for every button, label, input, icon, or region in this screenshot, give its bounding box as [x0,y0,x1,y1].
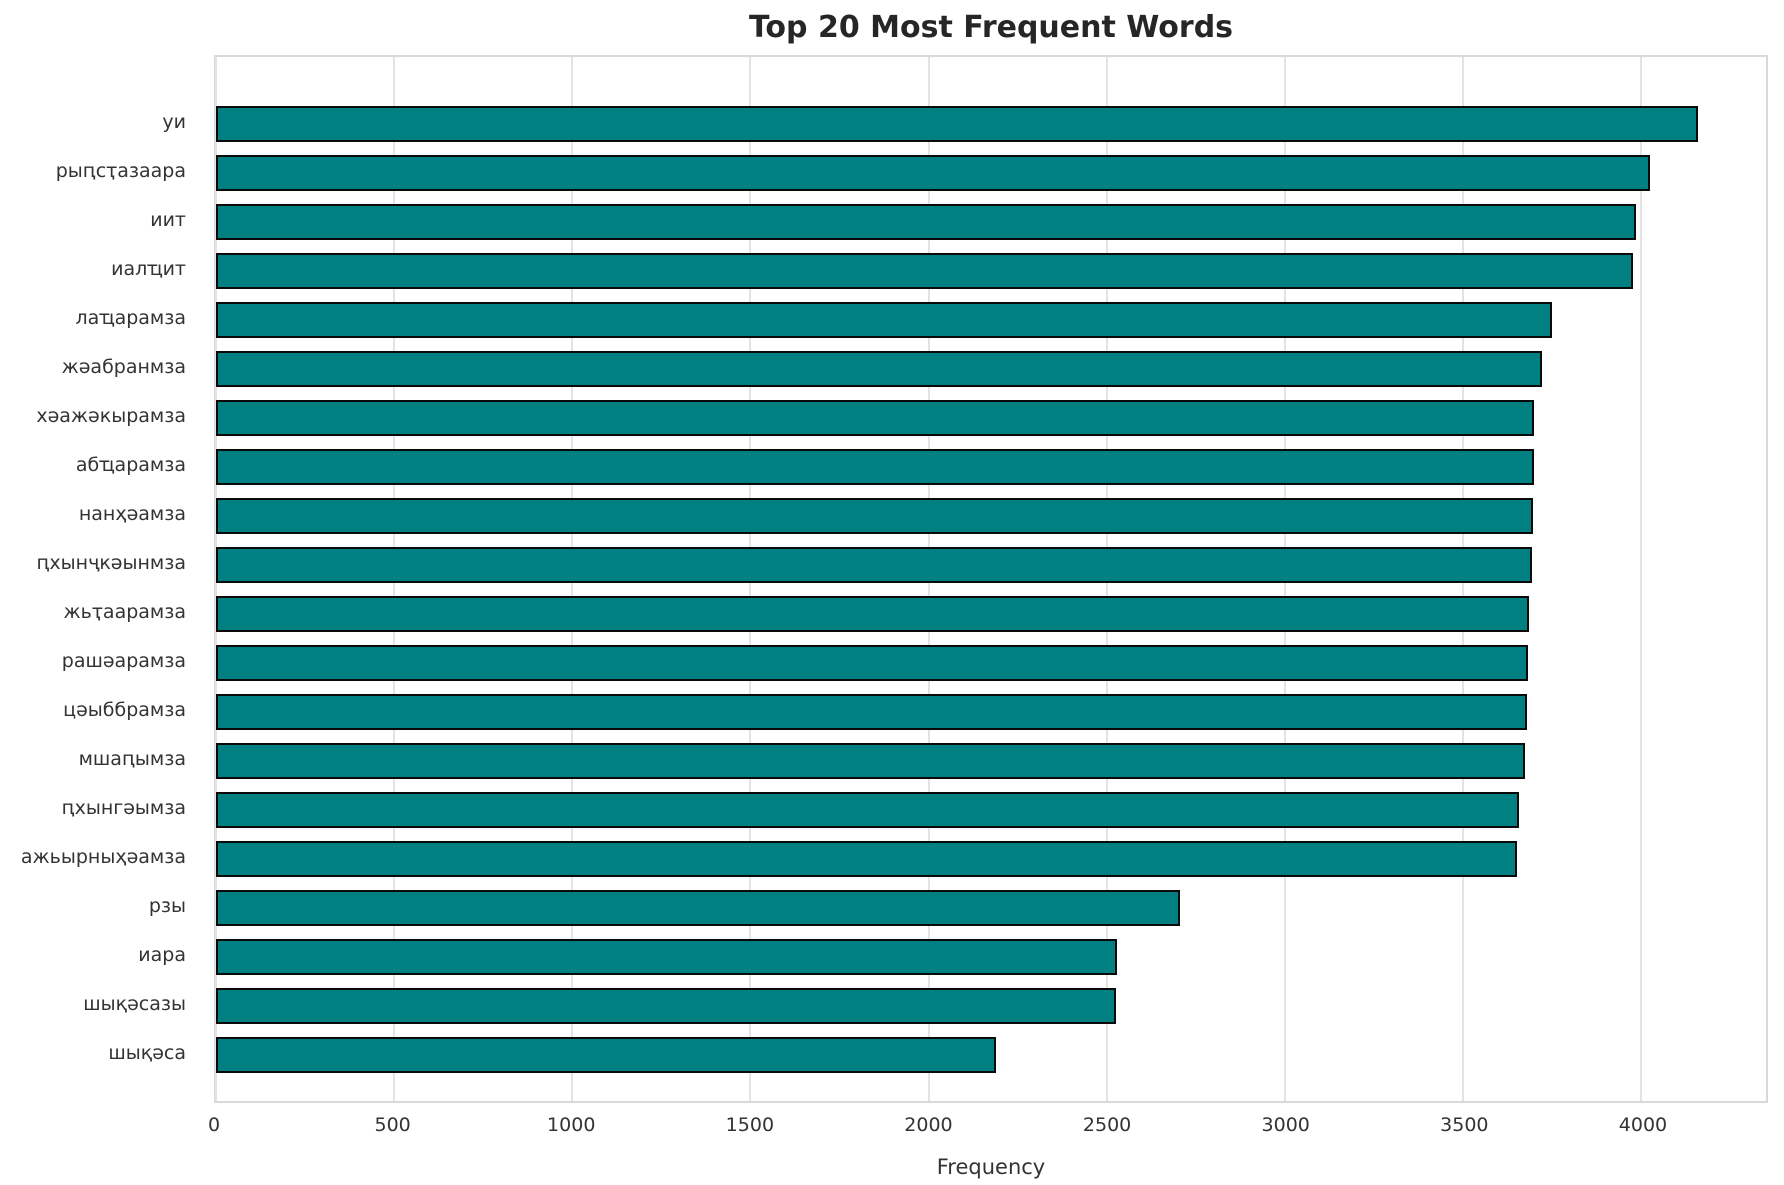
chart-title: Top 20 Most Frequent Words [748,10,1234,45]
bar [216,301,1553,338]
bar-row [216,785,1766,834]
bar [216,791,1520,828]
bar-row [216,981,1766,1030]
y-tick-label: ажьырныҳәамза [20,845,186,868]
x-tick-label: 1500 [725,1114,775,1136]
bar [216,595,1530,632]
bar-row [216,442,1766,491]
bar [216,252,1634,289]
bar [216,497,1533,534]
y-tick-label: ԥхынҷкәынмза [36,551,186,574]
bar [216,987,1117,1024]
x-tick-label: 1000 [547,1114,596,1136]
bar-row [216,540,1766,589]
bar-row [216,638,1766,687]
x-tick-label: 3000 [1261,1114,1310,1136]
bar [216,644,1529,681]
bar-row [216,246,1766,295]
bar-row [216,687,1766,736]
y-axis-labels: уи рыԥсҭазаара иит иалҵит лаҵарамза жәабранмз… [0,97,200,1077]
bar [216,938,1118,975]
x-tick-label: 2500 [1082,1114,1132,1136]
bar [216,840,1518,877]
bar-row [216,736,1766,785]
bar [216,693,1528,730]
y-tick-label: нанҳәамза [78,502,186,525]
y-tick-label: рыԥсҭазаара [55,159,186,182]
x-axis-ticks: 0 500 1000 1500 2000 2500 3000 3500 4000 [208,1114,1768,1144]
bar-row [216,491,1766,540]
y-tick-label: ԥхынгәымза [61,796,186,819]
x-tick-label: 2000 [904,1114,953,1136]
y-tick-label: цәыббрамза [63,698,186,721]
bar-row [216,932,1766,981]
x-axis-title: Frequency [936,1155,1046,1179]
bars-layer [216,99,1766,1079]
bar-row [216,148,1766,197]
bar [216,350,1543,387]
y-tick-label: рашәарамза [61,649,186,672]
gridline [1640,57,1643,1101]
bar-row [216,834,1766,883]
bar [216,889,1180,926]
bar-row [216,197,1766,246]
bar [216,1036,997,1073]
y-tick-label: жьҭаарамза [63,600,186,623]
y-tick-label: мшаԥымза [78,747,186,770]
bar [216,154,1651,191]
y-tick-label: рзы [148,894,186,917]
y-tick-label: хәажәкырамза [36,404,186,427]
plot-area [214,55,1768,1103]
y-tick-label: жәабранмза [61,355,186,378]
x-tick-label: 0 [207,1114,221,1136]
bar [216,203,1636,240]
y-tick-label: иалҵит [111,257,186,280]
bar-row [216,344,1766,393]
y-tick-label: шықәсазы [83,992,186,1015]
bar [216,742,1526,779]
bar [216,105,1699,142]
bar-row [216,99,1766,148]
y-tick-label: иара [138,943,186,966]
y-tick-label: лаҵарамза [75,306,186,329]
x-tick-label: 500 [374,1114,411,1136]
bar [216,546,1532,583]
bar [216,448,1534,485]
bar-row [216,295,1766,344]
bar-row [216,1030,1766,1079]
bar-row [216,393,1766,442]
y-tick-label: абҵарамза [75,453,186,476]
bar [216,399,1535,436]
x-tick-label: 4000 [1618,1114,1668,1136]
bar-row [216,883,1766,932]
bar-row [216,589,1766,638]
y-tick-label: уи [162,110,186,133]
x-tick-label: 3500 [1440,1114,1489,1136]
y-tick-label: шықәса [108,1041,186,1064]
y-tick-label: иит [150,208,186,231]
